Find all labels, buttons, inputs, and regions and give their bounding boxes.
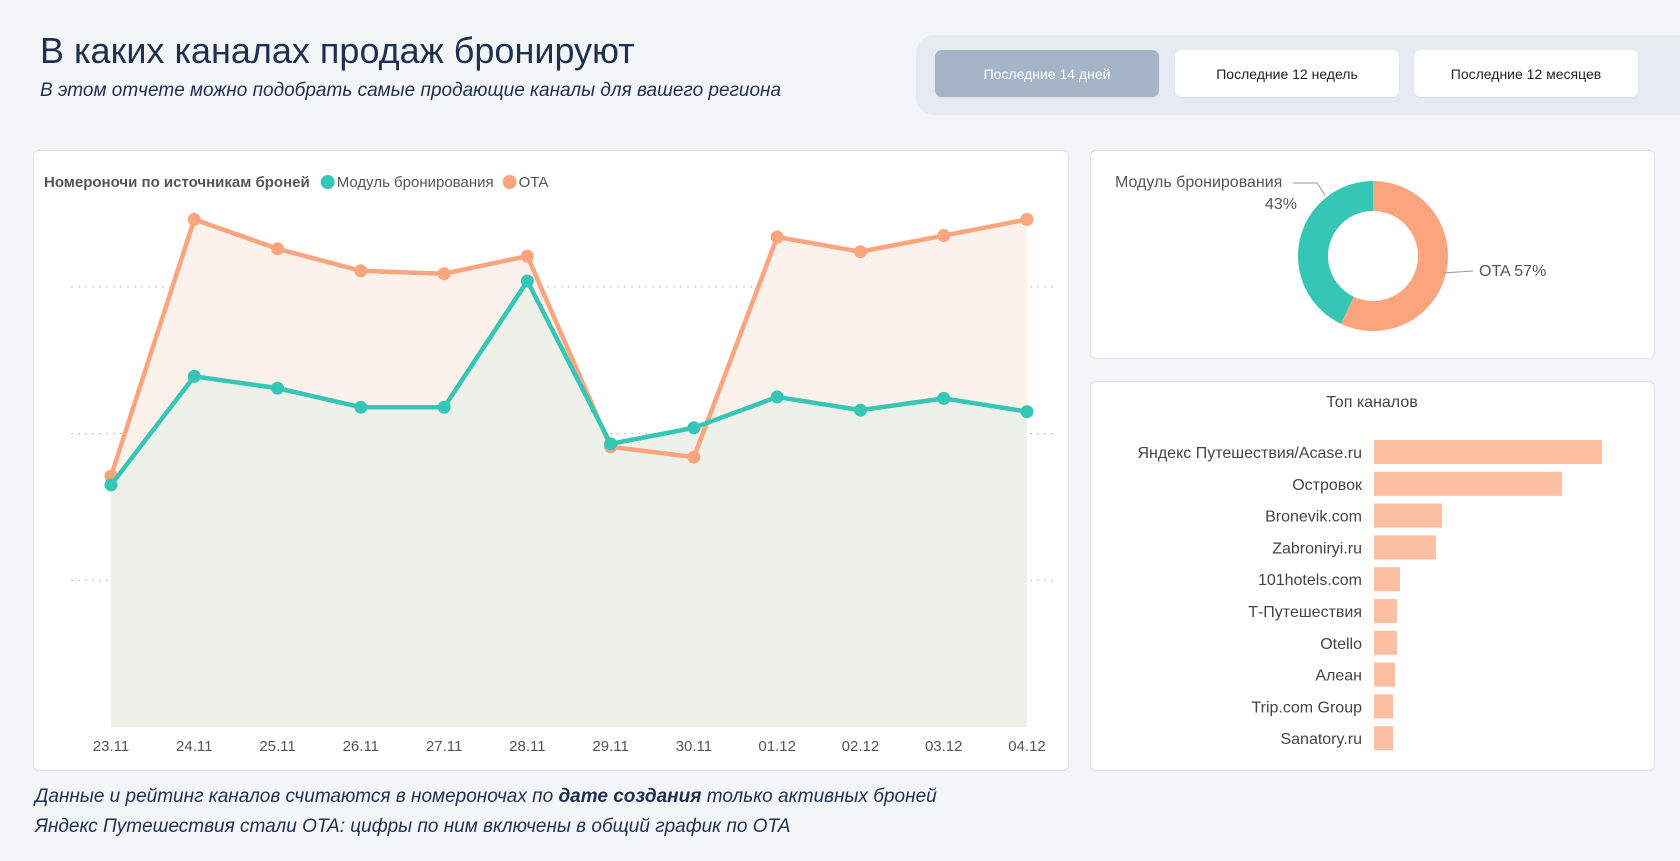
donut-slice-module[interactable] <box>1298 181 1373 324</box>
bar[interactable] <box>1374 630 1397 655</box>
x-tick-label: 03.12 <box>925 738 963 755</box>
point-ota[interactable] <box>687 450 701 464</box>
x-tick-label: 25.11 <box>259 738 295 755</box>
x-tick-label: 29.11 <box>592 738 628 755</box>
x-tick-label: 24.11 <box>176 738 212 755</box>
top-channels-card: Топ каналов Яндекс Путешествия/Acase.ru О… <box>1090 381 1655 771</box>
donut-label-module-pct: 43% <box>1265 196 1297 213</box>
bar-label: Sanatory.ru <box>1280 731 1362 748</box>
chart-title: Номероночи по источникам броней <box>44 174 310 191</box>
bar-label: Otello <box>1320 636 1362 653</box>
point-module[interactable] <box>770 390 784 404</box>
line-ota <box>108 217 1028 477</box>
bar[interactable] <box>1374 567 1400 592</box>
line-chart: Номероночи по источникам броней Модуль б… <box>44 174 1058 755</box>
period-filter: Последние 14 дней Последние 12 недель По… <box>916 35 1680 115</box>
point-module[interactable] <box>604 437 618 451</box>
period-14-days-button[interactable]: Последние 14 дней <box>935 50 1159 97</box>
bar-label: Т-Путешествия <box>1248 604 1362 621</box>
point-ota[interactable] <box>1020 212 1034 226</box>
x-tick-label: 28.11 <box>509 738 545 755</box>
footnote-1-text: Данные и рейтинг каналов считаются в ном… <box>35 786 559 807</box>
point-ota[interactable] <box>520 249 534 263</box>
bar-label: Алеан <box>1315 668 1362 685</box>
bar-chart: Топ каналов Яндекс Путешествия/Acase.ru О… <box>1137 394 1602 751</box>
point-module[interactable] <box>354 400 368 414</box>
x-tick-label: 26.11 <box>343 738 379 755</box>
x-tick-label: 04.12 <box>1008 738 1046 755</box>
legend-module-marker <box>320 175 335 189</box>
bar[interactable] <box>1374 662 1395 687</box>
x-tick-label: 23.11 <box>93 738 129 755</box>
bar-label: Яндекс Путешествия/Acase.ru <box>1137 445 1362 462</box>
x-tick-label: 27.11 <box>426 738 462 755</box>
bar-label: Островок <box>1292 477 1363 494</box>
label-leader-module <box>1293 182 1326 196</box>
point-module[interactable] <box>187 369 201 383</box>
bar-label: Bronevik.com <box>1265 509 1362 526</box>
period-12-months-button[interactable]: Последние 12 месяцев <box>1414 50 1638 97</box>
donut-card: Модуль бронирования 43% OTA 57% <box>1090 150 1655 359</box>
bar-label: 101hotels.com <box>1258 572 1362 589</box>
point-module[interactable] <box>1020 405 1034 419</box>
line-module <box>109 278 1028 487</box>
donut-label-module: Модуль бронирования <box>1115 174 1282 191</box>
point-ota[interactable] <box>271 242 285 256</box>
point-module[interactable] <box>937 391 951 405</box>
donut-label-ota: OTA 57% <box>1479 263 1546 280</box>
donut-slice-ota[interactable] <box>1341 181 1448 331</box>
x-tick-label: 01.12 <box>758 738 796 755</box>
bar[interactable] <box>1374 599 1397 623</box>
period-12-weeks-button[interactable]: Последние 12 недель <box>1175 50 1399 97</box>
bar[interactable] <box>1374 726 1393 751</box>
bar[interactable] <box>1374 471 1562 496</box>
bar[interactable] <box>1374 694 1393 719</box>
bar[interactable] <box>1374 440 1602 464</box>
point-module[interactable] <box>520 274 534 288</box>
x-tick-label: 02.12 <box>842 738 880 755</box>
bar-label: Trip.com Group <box>1251 699 1362 716</box>
bar[interactable] <box>1374 535 1436 560</box>
footnote-1: Данные и рейтинг каналов считаются в ном… <box>35 786 937 808</box>
line-chart-card: Номероночи по источникам броней Модуль б… <box>33 150 1069 771</box>
footnote-1-text-end: только активных броней <box>701 786 937 807</box>
point-module[interactable] <box>853 403 867 417</box>
point-ota[interactable] <box>937 229 951 243</box>
area-module <box>111 281 1027 727</box>
legend-module[interactable]: Модуль бронирования <box>337 174 494 191</box>
page-title: В каких каналах продаж бронируют <box>40 30 635 71</box>
point-ota[interactable] <box>437 267 451 281</box>
bar-chart-title: Топ каналов <box>1326 394 1417 411</box>
bar-label: Zabroniryi.ru <box>1272 540 1362 557</box>
point-module[interactable] <box>104 478 118 492</box>
point-module[interactable] <box>437 400 451 414</box>
point-ota[interactable] <box>853 245 867 259</box>
x-tick-label: 30.11 <box>676 738 712 755</box>
bar[interactable] <box>1374 503 1442 528</box>
legend-ota[interactable]: OTA <box>519 174 549 191</box>
point-ota[interactable] <box>770 230 784 244</box>
footnote-1-bold: дате создания <box>558 786 702 807</box>
donut-chart: Модуль бронирования 43% OTA 57% <box>1115 174 1546 331</box>
point-ota[interactable] <box>187 212 201 226</box>
label-leader-ota <box>1442 270 1474 274</box>
point-module[interactable] <box>271 381 285 395</box>
footnote-2: Яндекс Путешествия стали OTA: цифры по н… <box>35 816 791 837</box>
legend-ota-marker <box>502 175 517 189</box>
page-subtitle: В этом отчете можно подобрать самые прод… <box>40 80 782 101</box>
point-module[interactable] <box>687 421 701 435</box>
point-ota[interactable] <box>354 264 368 278</box>
